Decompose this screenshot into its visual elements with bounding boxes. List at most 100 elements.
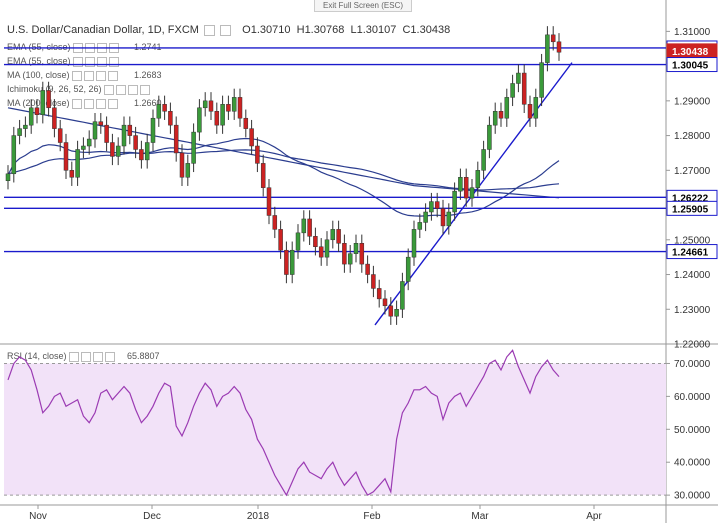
candle-body (5, 173, 11, 181)
candle-body (133, 135, 138, 150)
candle-body (492, 111, 498, 126)
candle-body (260, 163, 266, 188)
close-icon[interactable] (96, 98, 107, 109)
close-icon[interactable] (97, 56, 108, 67)
more-icon[interactable] (105, 351, 116, 362)
price-label: 1.25905 (672, 204, 709, 215)
candle-body (313, 236, 318, 247)
eye-icon[interactable] (104, 84, 115, 95)
candle-body (510, 83, 515, 98)
candle-body (110, 142, 115, 157)
candle-body (34, 107, 40, 115)
candle-body (23, 124, 28, 129)
price-label-box (666, 200, 718, 216)
candle-body (17, 128, 22, 136)
candle-body (545, 34, 550, 63)
candle-body (330, 229, 336, 241)
rsi-indicator-row[interactable]: RSI (14, close) 65.8807 (7, 351, 160, 362)
settings-icon[interactable] (81, 351, 92, 362)
close-value: 1.30438 (410, 24, 451, 36)
y-tick-label: 1.31000 (674, 27, 711, 38)
candle-body (527, 104, 533, 119)
candle-body (144, 142, 150, 161)
settings-icon[interactable] (85, 56, 96, 67)
settings-icon[interactable] (84, 70, 95, 81)
candle-body (452, 190, 457, 213)
candle-body (40, 90, 46, 115)
close-icon[interactable] (128, 84, 139, 95)
indicator-row[interactable]: MA (100, close) 1.2683 (7, 70, 162, 81)
candle-body (86, 138, 92, 147)
candle-body (481, 149, 486, 171)
candle-body (423, 211, 428, 223)
candle-body (301, 218, 307, 234)
candle-body (104, 124, 109, 143)
settings-icon[interactable] (204, 24, 216, 36)
x-tick-label: Feb (363, 511, 381, 522)
rsi-value: 65.8807 (127, 351, 160, 361)
close-icon[interactable] (96, 70, 107, 81)
candle-body (272, 215, 278, 230)
candle-body (57, 128, 63, 143)
rsi-band (4, 363, 666, 496)
candle-body (347, 253, 353, 265)
x-tick-label: Apr (586, 511, 602, 522)
candle-body (156, 104, 162, 119)
price-label: 1.26222 (672, 193, 709, 204)
candle-body (371, 274, 376, 289)
indicator-row[interactable]: MA (200, close) 1.2660 (7, 98, 162, 109)
candle-body (429, 201, 434, 213)
more-icon[interactable] (108, 98, 119, 109)
candle-body (63, 142, 69, 171)
rsi-y-tick-label: 60.0000 (674, 392, 711, 403)
candle-body (533, 97, 539, 119)
x-tick-label: Dec (143, 511, 161, 522)
rsi-line (7, 349, 560, 497)
more-icon[interactable] (140, 84, 151, 95)
candle-body (150, 117, 156, 143)
candle-body (46, 90, 51, 109)
candle-body (342, 243, 347, 265)
indicator-label: EMA (55, close) (7, 42, 71, 52)
candle-body (434, 201, 440, 209)
indicator-row[interactable]: Ichimoku (9, 26, 52, 26) (7, 84, 152, 95)
x-tick-label: Nov (29, 511, 47, 522)
indicator-label: Ichimoku (9, 26, 52, 26) (7, 84, 102, 94)
candle-body (307, 218, 312, 237)
eye-icon[interactable] (72, 70, 83, 81)
candle-body (289, 249, 295, 275)
candle-body (318, 246, 324, 258)
candle-body (139, 149, 144, 161)
indicator-row[interactable]: EMA (55, close) (7, 56, 121, 67)
settings-icon[interactable] (116, 84, 127, 95)
indicator-value: 1.2660 (134, 98, 162, 108)
high-label: H (296, 24, 305, 36)
candle-body (191, 131, 196, 164)
price-label: 1.24661 (672, 248, 709, 259)
candle-body (52, 107, 57, 129)
candle-body (220, 104, 225, 126)
indicator-label: MA (100, close) (7, 70, 70, 80)
candle-body (162, 104, 167, 112)
eye-icon[interactable] (72, 98, 83, 109)
candle-body (376, 288, 382, 300)
exit-fullscreen-button[interactable]: Exit Full Screen (ESC) (314, 0, 412, 12)
eye-icon[interactable] (69, 351, 80, 362)
eye-icon[interactable] (73, 56, 84, 67)
candle-body (400, 281, 405, 310)
close-icon[interactable] (93, 351, 104, 362)
candle-body (498, 111, 504, 119)
low-label: L (350, 24, 357, 36)
candle-body (278, 229, 283, 251)
settings-icon[interactable] (84, 98, 95, 109)
more-icon[interactable] (108, 70, 119, 81)
rsi-y-tick-label: 70.0000 (674, 359, 711, 370)
candle-body (463, 177, 469, 199)
close-icon[interactable] (220, 24, 232, 36)
indicator-value: 1.2741 (134, 42, 162, 52)
y-tick-label: 1.22000 (674, 340, 711, 351)
candle-body (179, 152, 185, 178)
more-icon[interactable] (109, 56, 120, 67)
price-label: 1.30045 (672, 61, 709, 72)
